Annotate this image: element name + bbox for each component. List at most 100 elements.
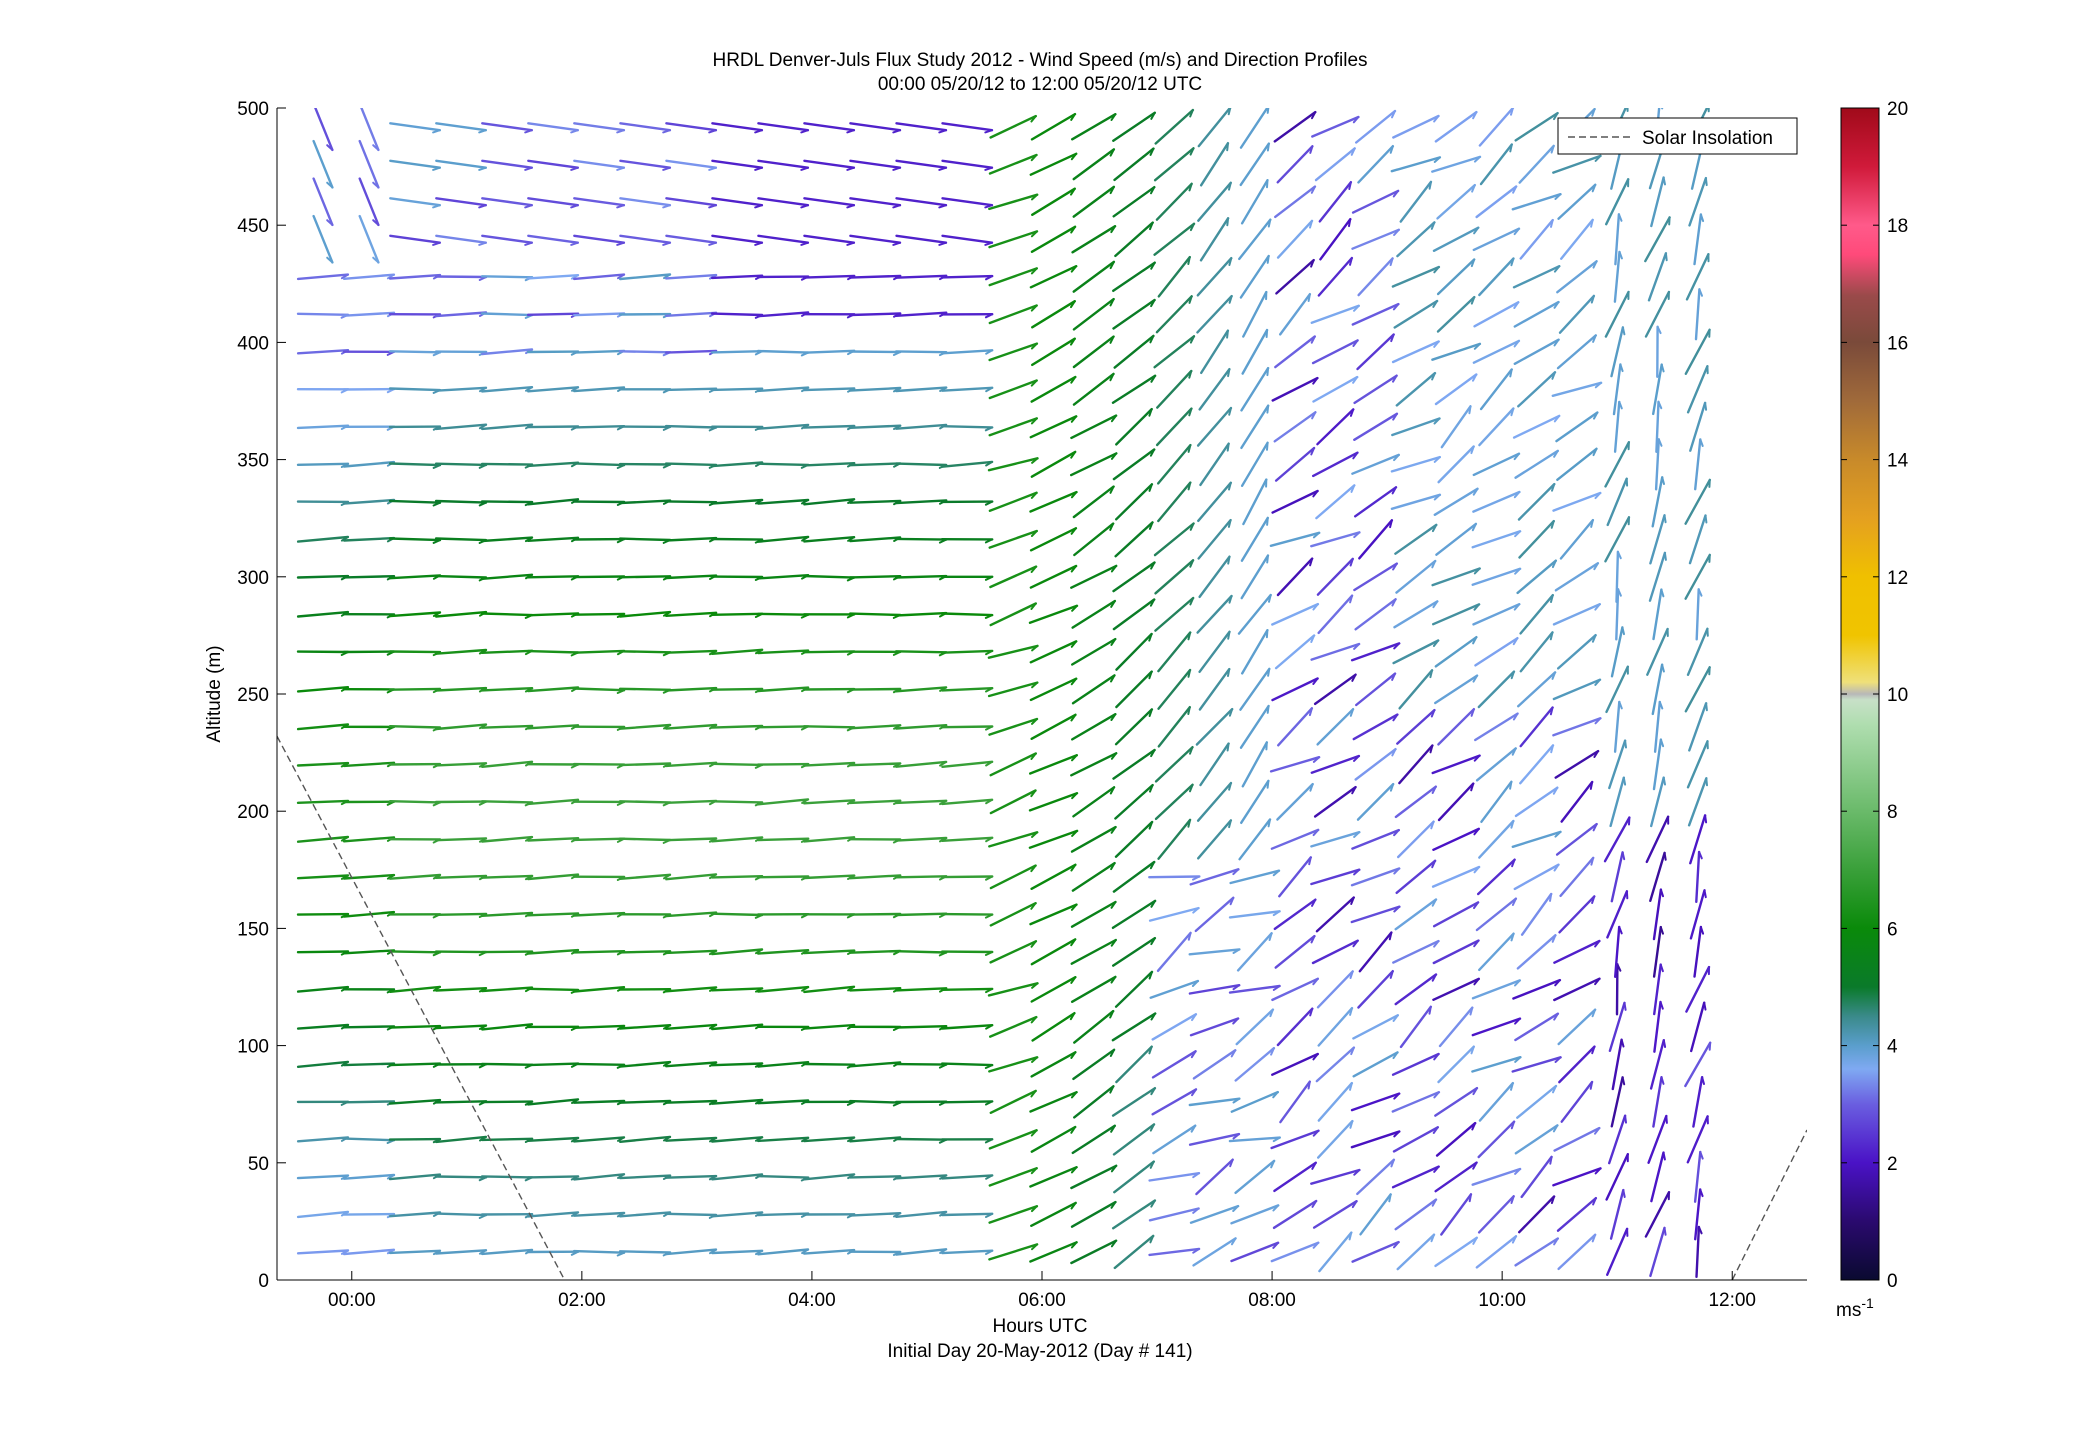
wind-arrow-head <box>1665 1228 1666 1235</box>
colorbar-tick-label: 14 <box>1887 451 1909 472</box>
wind-arrow-shaft <box>896 464 946 465</box>
wind-arrow-shaft <box>436 464 486 465</box>
wind-arrow-head <box>1309 294 1310 301</box>
wind-arrow-head <box>1309 1082 1310 1089</box>
wind-arrow-head <box>1228 444 1229 451</box>
wind-arrow-shaft <box>758 1176 808 1178</box>
wind-arrow-shaft <box>482 314 532 316</box>
wind-arrow-head <box>1704 1003 1705 1010</box>
wind-arrow-head <box>1389 1194 1390 1201</box>
wind-arrow-shaft <box>896 1064 946 1065</box>
wind-arrow-shaft <box>942 614 992 616</box>
wind-arrow-shaft <box>620 1251 670 1252</box>
wind-arrow-head <box>1624 778 1625 785</box>
colorbar-tick-label: 10 <box>1887 685 1908 706</box>
wind-arrow-shaft <box>574 951 624 952</box>
wind-arrow-shaft <box>896 576 946 577</box>
wind-arrow-head <box>1510 370 1511 377</box>
wind-arrow-head <box>1469 406 1470 413</box>
wind-arrow-shaft <box>896 951 946 952</box>
wind-arrow-shaft <box>850 689 900 690</box>
wind-arrow-shaft <box>528 427 578 428</box>
wind-arrow-shaft <box>574 426 624 427</box>
wind-arrow-shaft <box>804 651 854 652</box>
wind-arrow-shaft <box>804 388 854 390</box>
wind-arrow-head <box>1267 180 1268 187</box>
wind-arrow-head <box>1625 1116 1626 1123</box>
wind-arrow-head <box>1268 106 1269 113</box>
wind-arrow-head <box>1349 219 1350 226</box>
x-tick-label: 04:00 <box>788 1290 836 1311</box>
wind-arrow-shaft <box>528 989 578 990</box>
x-tick-label: 10:00 <box>1478 1290 1526 1311</box>
wind-arrow-shaft <box>850 276 900 278</box>
wind-arrow-shaft <box>436 1214 486 1216</box>
wind-arrow-head <box>1267 330 1268 337</box>
colorbar-tick-label: 8 <box>1887 802 1898 823</box>
wind-arrow-shaft <box>942 276 992 277</box>
wind-arrow-shaft <box>896 651 946 652</box>
wind-arrow-shaft <box>298 314 348 315</box>
wind-arrow-shaft <box>804 426 854 428</box>
wind-arrow-shaft <box>390 1026 440 1028</box>
wind-arrow-shaft <box>482 1102 532 1103</box>
wind-arrow-head <box>1268 669 1269 676</box>
wind-arrow-shaft <box>712 1064 762 1066</box>
wind-arrow-shaft <box>620 351 670 352</box>
wind-arrow-shaft <box>804 576 854 578</box>
x-tick-label: 00:00 <box>328 1290 376 1311</box>
wind-arrow-shaft <box>758 1214 808 1216</box>
wind-arrow-head <box>1430 182 1431 189</box>
wind-arrow-shaft <box>436 1177 486 1178</box>
wind-arrow-shaft <box>436 1101 486 1102</box>
wind-arrow-shaft <box>390 351 440 352</box>
wind-arrow-head <box>1268 256 1269 263</box>
wind-arrow-shaft <box>344 1101 394 1102</box>
wind-arrow-shaft <box>758 464 808 465</box>
wind-arrow-shaft <box>1617 552 1618 602</box>
wind-arrow-shaft <box>712 539 762 540</box>
wind-arrow-shaft <box>712 389 762 390</box>
wind-arrow-head <box>1664 1153 1665 1160</box>
wind-arrow-head <box>1706 778 1707 785</box>
wind-arrow-shaft <box>712 801 762 802</box>
wind-arrow-shaft <box>666 426 716 427</box>
wind-arrow-head <box>1665 553 1666 560</box>
wind-arrow-shaft <box>896 1139 946 1140</box>
wind-arrow-shaft <box>620 539 670 540</box>
wind-arrow-shaft <box>390 389 440 391</box>
wind-arrow-shaft <box>620 801 670 802</box>
wind-arrow-shaft <box>390 689 440 690</box>
wind-arrow-head <box>1268 781 1269 788</box>
wind-arrow-head <box>1267 443 1268 450</box>
wind-arrow-shaft <box>620 951 670 952</box>
wind-arrow-shaft <box>896 351 946 352</box>
colorbar-tick-label: 0 <box>1887 1271 1898 1292</box>
wind-arrow-shaft <box>1149 877 1199 878</box>
wind-arrow-shaft <box>528 314 578 315</box>
wind-arrow-shaft <box>528 1176 578 1177</box>
wind-arrow-head <box>1228 369 1229 376</box>
wind-arrow-head <box>1269 820 1270 827</box>
wind-arrow-head <box>1623 1190 1624 1197</box>
wind-arrow-shaft <box>390 801 440 802</box>
y-tick-label: 300 <box>237 568 269 589</box>
wind-arrow-shaft <box>712 876 762 877</box>
wind-arrow-shaft <box>482 501 532 502</box>
wind-arrow-head <box>1268 706 1269 713</box>
wind-arrow-head <box>1550 894 1551 901</box>
wind-arrow-head <box>1228 557 1229 564</box>
wind-arrow-shaft <box>620 764 670 766</box>
wind-arrow-head <box>1470 1194 1471 1201</box>
wind-arrow-head <box>1706 178 1707 185</box>
colorbar-unit-exponent: -1 <box>1861 1295 1874 1311</box>
wind-arrow-shaft <box>804 726 854 727</box>
wind-arrow-shaft <box>804 276 854 278</box>
wind-arrow-head <box>1591 782 1592 789</box>
wind-arrow-head <box>1706 516 1707 523</box>
wind-arrow-shaft <box>942 914 992 915</box>
x-tick-label: 08:00 <box>1248 1290 1296 1311</box>
wind-arrow-head <box>1660 102 1663 109</box>
wind-arrow-shaft <box>390 951 440 952</box>
